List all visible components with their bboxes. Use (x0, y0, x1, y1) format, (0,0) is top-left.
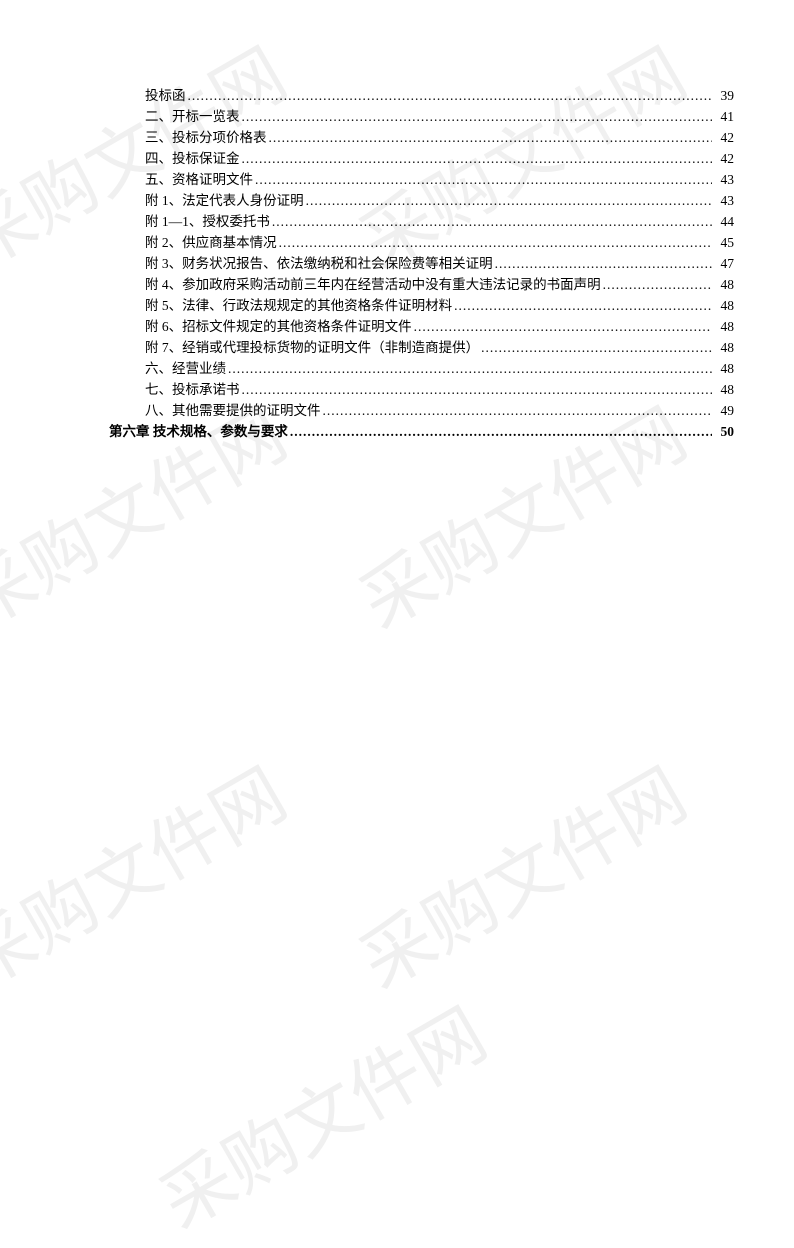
toc-title: 附 1、法定代表人身份证明 (145, 190, 304, 211)
toc-line: 四、投标保证金 42 (145, 148, 734, 169)
toc-line: 附 5、法律、行政法规规定的其他资格条件证明材料 48 (145, 295, 734, 316)
toc-page-number: 50 (714, 421, 734, 442)
toc-dots (188, 85, 713, 106)
toc-page-number: 43 (714, 169, 734, 190)
toc-title: 附 6、招标文件规定的其他资格条件证明文件 (145, 316, 412, 337)
toc-line: 附 3、财务状况报告、依法缴纳税和社会保险费等相关证明 47 (145, 253, 734, 274)
toc-line: 第六章 技术规格、参数与要求 50 (109, 421, 734, 442)
toc-dots (323, 400, 713, 421)
toc-page-number: 39 (714, 85, 734, 106)
toc-title: 第六章 技术规格、参数与要求 (109, 421, 288, 442)
watermark: 采购文件网 (0, 737, 302, 1008)
toc-line: 二、开标一览表 41 (145, 106, 734, 127)
toc-title: 六、经营业绩 (145, 358, 226, 379)
toc-dots (242, 148, 713, 169)
toc-line: 附 1—1、授权委托书 44 (145, 211, 734, 232)
toc-dots (279, 232, 712, 253)
toc-dots (242, 379, 713, 400)
toc-line: 附 4、参加政府采购活动前三年内在经营活动中没有重大违法记录的书面声明 48 (145, 274, 734, 295)
toc-title: 附 3、财务状况报告、依法缴纳税和社会保险费等相关证明 (145, 253, 493, 274)
toc-dots (603, 274, 712, 295)
toc-line: 三、投标分项价格表 42 (145, 127, 734, 148)
toc-dots (255, 169, 712, 190)
toc-page-number: 48 (714, 337, 734, 358)
toc-title: 附 2、供应商基本情况 (145, 232, 277, 253)
toc-page-number: 41 (714, 106, 734, 127)
toc-title: 附 1—1、授权委托书 (145, 211, 270, 232)
toc-dots (272, 211, 712, 232)
toc-title: 四、投标保证金 (145, 148, 240, 169)
toc-dots (269, 127, 713, 148)
toc-title: 投标函 (145, 85, 186, 106)
toc-title: 附 4、参加政府采购活动前三年内在经营活动中没有重大违法记录的书面声明 (145, 274, 601, 295)
toc-title: 附 5、法律、行政法规规定的其他资格条件证明材料 (145, 295, 452, 316)
toc-title: 五、资格证明文件 (145, 169, 253, 190)
toc-line: 五、资格证明文件 43 (145, 169, 734, 190)
toc-dots (414, 316, 712, 337)
toc-page-number: 42 (714, 127, 734, 148)
toc-line: 附 6、招标文件规定的其他资格条件证明文件 48 (145, 316, 734, 337)
toc-page-number: 48 (714, 358, 734, 379)
toc-page-number: 44 (714, 211, 734, 232)
toc-page-number: 45 (714, 232, 734, 253)
toc-line: 附 7、经销或代理投标货物的证明文件（非制造商提供） 48 (145, 337, 734, 358)
toc-dots (495, 253, 712, 274)
toc-page-number: 48 (714, 295, 734, 316)
toc-line: 投标函 39 (145, 85, 734, 106)
toc-page-number: 49 (714, 400, 734, 421)
toc-page-number: 42 (714, 148, 734, 169)
watermark: 采购文件网 (338, 737, 702, 1008)
toc-line: 八、其他需要提供的证明文件 49 (145, 400, 734, 421)
toc-dots (454, 295, 712, 316)
toc-line: 附 1、法定代表人身份证明 43 (145, 190, 734, 211)
toc-line: 附 2、供应商基本情况 45 (145, 232, 734, 253)
toc-line: 七、投标承诺书 48 (145, 379, 734, 400)
toc-page-number: 48 (714, 379, 734, 400)
toc-page-number: 48 (714, 316, 734, 337)
toc-content: 投标函39二、开标一览表41三、投标分项价格表42四、投标保证金42五、资格证明… (0, 0, 794, 442)
toc-title: 附 7、经销或代理投标货物的证明文件（非制造商提供） (145, 337, 479, 358)
toc-title: 七、投标承诺书 (145, 379, 240, 400)
toc-dots (481, 337, 712, 358)
toc-title: 二、开标一览表 (145, 106, 240, 127)
toc-page-number: 47 (714, 253, 734, 274)
toc-page-number: 48 (714, 274, 734, 295)
toc-dots (306, 190, 712, 211)
toc-title: 八、其他需要提供的证明文件 (145, 400, 321, 421)
toc-line: 六、经营业绩 48 (145, 358, 734, 379)
toc-title: 三、投标分项价格表 (145, 127, 267, 148)
watermark: 采购文件网 (138, 977, 502, 1248)
toc-dots (242, 106, 713, 127)
toc-dots (290, 421, 712, 442)
toc-page-number: 43 (714, 190, 734, 211)
toc-dots (228, 358, 712, 379)
